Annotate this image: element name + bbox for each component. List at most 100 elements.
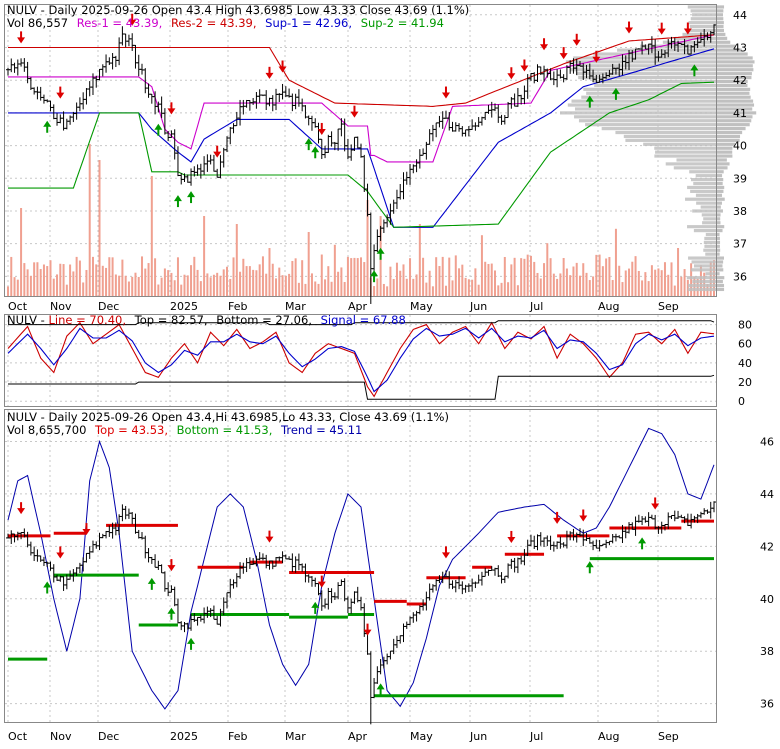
buy-arrow-head — [187, 191, 196, 198]
volume-profile-bar — [717, 91, 750, 95]
volume-bar — [569, 275, 572, 296]
volume-profile-bar — [690, 189, 716, 193]
volume-bar — [683, 269, 686, 296]
volume-profile-bar — [565, 60, 716, 64]
volume-bar — [16, 279, 19, 296]
volume-bar — [409, 258, 412, 296]
volume-readout: Vol 86,557 — [7, 16, 68, 30]
volume-bar — [438, 266, 441, 296]
volume-profile-bar — [717, 240, 721, 244]
volume-bar — [598, 254, 601, 296]
sell-arrow-head — [17, 37, 26, 44]
volume-bar — [212, 274, 215, 296]
volume-profile-bar — [717, 72, 752, 76]
price-x-tick-label: Nov — [50, 300, 72, 313]
volume-profile-bar — [717, 213, 721, 217]
volume-profile-bar — [688, 21, 716, 25]
volume-bar — [592, 276, 595, 296]
volume-profile-bar — [702, 221, 716, 225]
volume-bar — [405, 278, 408, 296]
volume-bar — [428, 270, 431, 296]
price-x-tick-label: Feb — [228, 300, 247, 313]
volume-bar — [199, 281, 202, 296]
volume-bar — [634, 256, 637, 296]
price-y-tick-label: 37 — [733, 238, 747, 251]
volume-profile-bar — [583, 87, 716, 91]
volume-profile-bar — [717, 28, 724, 33]
volume-bar — [327, 266, 330, 296]
volume-bar — [366, 200, 369, 296]
volume-bar — [20, 208, 23, 296]
volume-bar — [222, 269, 225, 296]
volume-bar — [239, 271, 242, 296]
osc-y-tick-label: 60 — [738, 338, 752, 351]
volume-profile-bar — [717, 264, 723, 268]
trend-legend: Trend = 45.11 — [280, 423, 362, 437]
volume-profile-bar — [717, 280, 723, 284]
volume-bar — [641, 280, 644, 296]
osc-series-line — [7, 321, 715, 398]
volume-bar — [137, 276, 140, 296]
trend-y-tick-label: 44 — [760, 488, 774, 501]
buy-arrow-head — [173, 195, 182, 202]
sell-arrow-head — [507, 73, 516, 80]
volume-bar — [451, 280, 454, 296]
volume-bar — [170, 272, 173, 296]
trend-y-tick-label: 38 — [760, 645, 774, 658]
volume-profile-bar — [665, 162, 716, 166]
volume-profile-bar — [654, 146, 716, 150]
volume-bar — [422, 257, 425, 296]
volume-bar — [510, 264, 513, 296]
sell-arrow-head — [317, 128, 326, 135]
volume-bar — [350, 258, 353, 296]
volume-bar — [595, 254, 598, 296]
volume-profile-bar — [560, 111, 716, 115]
buy-arrow-head — [43, 581, 52, 588]
volume-bar — [131, 276, 134, 296]
volume-bar — [578, 275, 581, 296]
volume-profile-bar — [688, 28, 716, 33]
volume-profile-bar — [717, 123, 750, 127]
trend-x-tick-label: Nov — [50, 730, 72, 743]
volume-profile-bar — [717, 103, 755, 107]
volume-profile-bar — [717, 95, 751, 99]
volume-profile-bar — [578, 119, 716, 123]
volume-profile-bar — [717, 185, 725, 190]
volume-profile-bar — [717, 244, 720, 248]
volume-profile-bar — [593, 52, 716, 56]
sell-arrow-head — [441, 92, 450, 99]
trend-y-tick-label: 36 — [760, 698, 774, 711]
volume-bar — [88, 144, 91, 296]
volume-bar — [467, 279, 470, 296]
volume-bar — [288, 273, 291, 296]
volume-profile-bar — [717, 111, 757, 115]
volume-bar — [10, 256, 13, 296]
price-panel-title: NULV - Daily 2025-09-26 Open 43.4 High 4… — [7, 3, 469, 17]
volume-bar — [225, 266, 228, 296]
volume-profile-bar — [704, 244, 716, 248]
volume-bar — [190, 265, 193, 296]
volume-profile-bar — [703, 240, 716, 244]
volume-bar — [556, 278, 559, 296]
volume-profile-bar — [703, 248, 716, 252]
sell-arrow-head — [350, 111, 359, 118]
volume-bar — [82, 282, 85, 296]
trend-x-tick-label: Oct — [8, 730, 28, 743]
volume-bar — [572, 266, 575, 296]
bottom-legend: Bottom = 41.53, — [177, 423, 273, 437]
volume-bar — [513, 257, 516, 296]
volume-bar — [33, 262, 36, 296]
volume-bar — [552, 273, 555, 296]
volume-bar — [425, 282, 428, 296]
sell-arrow-head — [657, 28, 666, 35]
sell-arrow-head — [167, 565, 176, 572]
volume-bar — [180, 284, 183, 296]
volume-profile-bar — [567, 103, 716, 107]
volume-bar — [677, 248, 680, 296]
volume-bar — [382, 283, 385, 296]
volume-profile-bar — [692, 13, 716, 17]
volume-profile-bar — [662, 40, 716, 44]
volume-bar — [163, 268, 166, 296]
volume-bar — [418, 224, 421, 296]
volume-profile-bar — [717, 56, 753, 60]
